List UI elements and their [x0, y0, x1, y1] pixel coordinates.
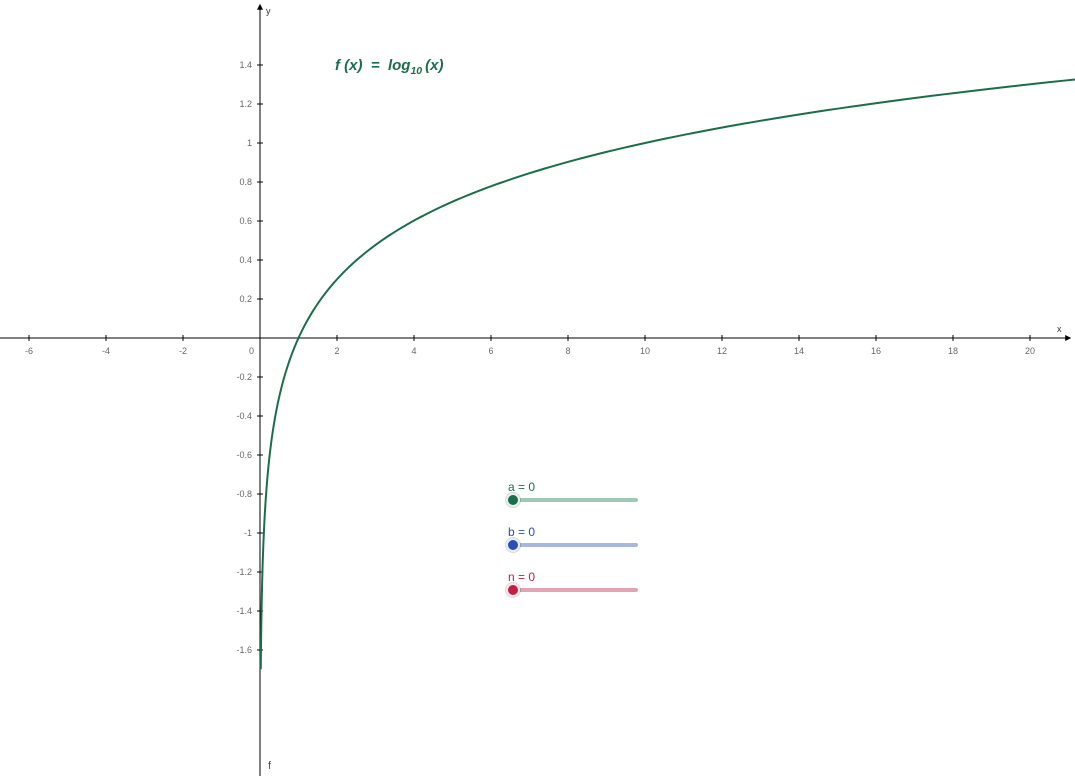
svg-text:1.4: 1.4 [239, 60, 252, 70]
slider-a-track[interactable] [508, 498, 638, 502]
slider-n-track[interactable] [508, 588, 638, 592]
svg-text:20: 20 [1025, 346, 1035, 356]
svg-text:4: 4 [411, 346, 416, 356]
formula-eq: = [371, 57, 380, 74]
svg-text:x: x [1057, 324, 1062, 334]
svg-text:1: 1 [247, 138, 252, 148]
svg-text:-0.2: -0.2 [236, 372, 252, 382]
graph-canvas: x y -6 -4 -2 0 2 4 6 8 10 12 14 16 18 20 -1.6 -1.4 -1.2 -1 -… [0, 0, 1075, 776]
slider-n-label: n = 0 [508, 570, 638, 584]
svg-text:0.2: 0.2 [239, 294, 252, 304]
slider-a-label: a = 0 [508, 480, 638, 494]
svg-text:-4: -4 [102, 346, 110, 356]
svg-text:-0.8: -0.8 [236, 489, 252, 499]
curve-label: f [268, 760, 271, 772]
svg-text:8: 8 [565, 346, 570, 356]
formula-sub: 10 [410, 65, 422, 77]
formula-fn: log [388, 57, 411, 74]
formula-lhs: f (x) [335, 57, 363, 74]
svg-text:18: 18 [948, 346, 958, 356]
slider-b-track[interactable] [508, 543, 638, 547]
svg-text:0: 0 [249, 346, 254, 356]
svg-text:0.4: 0.4 [239, 255, 252, 265]
svg-text:1.2: 1.2 [239, 99, 252, 109]
svg-text:-1.4: -1.4 [236, 606, 252, 616]
slider-b[interactable]: b = 0 [508, 525, 638, 547]
function-formula: f (x) = log10 (x) [335, 57, 444, 77]
svg-text:-1.6: -1.6 [236, 645, 252, 655]
svg-text:0.8: 0.8 [239, 177, 252, 187]
svg-text:-1.2: -1.2 [236, 567, 252, 577]
svg-text:6: 6 [488, 346, 493, 356]
svg-text:-0.4: -0.4 [236, 411, 252, 421]
slider-n[interactable]: n = 0 [508, 570, 638, 592]
svg-text:12: 12 [717, 346, 727, 356]
svg-text:y: y [266, 6, 271, 16]
svg-text:16: 16 [871, 346, 881, 356]
slider-a-handle[interactable] [506, 493, 520, 507]
svg-text:10: 10 [640, 346, 650, 356]
slider-b-label: b = 0 [508, 525, 638, 539]
svg-text:14: 14 [794, 346, 804, 356]
slider-b-handle[interactable] [506, 538, 520, 552]
svg-text:-1: -1 [244, 528, 252, 538]
svg-text:-2: -2 [179, 346, 187, 356]
slider-a[interactable]: a = 0 [508, 480, 638, 502]
svg-text:0.6: 0.6 [239, 216, 252, 226]
formula-arg: (x) [425, 57, 443, 74]
svg-text:-0.6: -0.6 [236, 450, 252, 460]
svg-text:2: 2 [334, 346, 339, 356]
slider-n-handle[interactable] [506, 583, 520, 597]
svg-text:-6: -6 [25, 346, 33, 356]
